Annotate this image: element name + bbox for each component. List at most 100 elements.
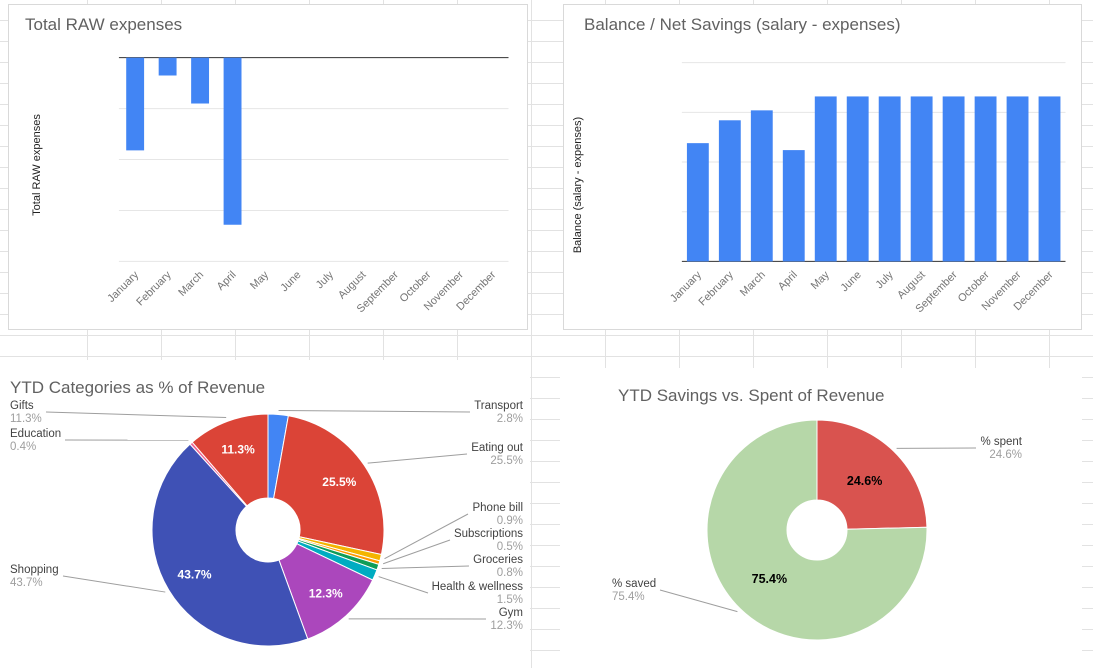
callout-gifts: Gifts 11.3% (10, 400, 42, 426)
callout-value: 0.8% (496, 567, 523, 579)
x-axis-label: May (809, 269, 832, 292)
callout-value: 1.5% (496, 594, 523, 606)
y-axis-title: Balance (salary - expenses) (572, 116, 584, 254)
callout-label: Shopping (10, 564, 59, 576)
bar-january[interactable] (686, 143, 709, 262)
slice-percent-label: 43.7% (178, 567, 212, 581)
callout-label: Health & wellness (431, 581, 523, 593)
callout-value: 11.3% (10, 413, 42, 425)
pie-slice-gifts[interactable] (191, 413, 269, 507)
callout-label: % saved (612, 578, 657, 590)
callout-line (382, 539, 451, 565)
bar-november[interactable] (1006, 96, 1029, 262)
callout-phone-bill: Phone bill 0.9% (472, 502, 523, 528)
bar-january[interactable] (126, 57, 145, 151)
chart-card-ytd-savings-vs-spent[interactable]: YTD Savings vs. Spent of Revenue 24.6% 75… (560, 368, 1082, 668)
bar-october[interactable] (974, 96, 997, 262)
pie-slice-shopping[interactable] (151, 443, 309, 647)
x-axis-label: April (776, 269, 800, 293)
callout-line (659, 589, 738, 613)
bar-february[interactable] (158, 57, 177, 76)
x-axis-label: June (839, 269, 864, 294)
callout-line (378, 576, 429, 594)
callout-groceries: Groceries 0.8% (473, 554, 523, 580)
callout-health-wellness: Health & wellness 1.5% (432, 581, 523, 607)
callout-value: 24.6% (989, 449, 1022, 461)
x-axis-label: July (874, 269, 897, 292)
callout-line (384, 513, 469, 560)
callout-value: 75.4% (612, 591, 645, 603)
bar-march[interactable] (750, 110, 773, 262)
callout-label: Groceries (473, 554, 523, 566)
bar-april[interactable] (223, 57, 242, 225)
callout-value: 12.3% (490, 620, 523, 632)
x-axis-label: April (215, 269, 239, 293)
pie-chart-ytd-savings-vs-spent[interactable]: 24.6% 75.4% (560, 368, 1082, 668)
callout-eating-out: Eating out 25.5% (471, 442, 523, 468)
callout-saved: % saved 75.4% (612, 578, 656, 604)
callout-value: 0.4% (10, 441, 37, 453)
callout-label: Gym (498, 607, 523, 619)
y-axis-title: Total RAW expenses (31, 114, 43, 216)
slice-percent-label: 75.4% (752, 572, 787, 586)
callout-label: Gifts (10, 400, 34, 412)
callout-value: 0.5% (496, 541, 523, 553)
bar-march[interactable] (191, 57, 210, 104)
bar-december[interactable] (1038, 96, 1061, 262)
slice-percent-label: 25.5% (322, 475, 356, 489)
slice-percent-label: 12.3% (309, 587, 343, 601)
pie-slice-gym[interactable] (278, 543, 374, 640)
pie-slice-eating-out[interactable] (273, 415, 385, 556)
callout-spent: % spent 24.6% (980, 436, 1022, 462)
chart-title: YTD Savings vs. Spent of Revenue (618, 386, 885, 405)
chart-card-ytd-categories[interactable]: YTD Categories as % of Revenue 25.5% 12.3… (0, 360, 530, 668)
callout-line (381, 565, 470, 569)
callout-line (367, 453, 468, 464)
callout-label: Transport (474, 400, 523, 412)
callout-line (62, 575, 166, 593)
bar-february[interactable] (718, 120, 741, 262)
x-axis-label: March (176, 269, 206, 299)
bar-may[interactable] (814, 96, 837, 262)
bar-april[interactable] (782, 150, 805, 262)
pie-slice-saved[interactable] (706, 419, 928, 641)
callout-label: Subscriptions (453, 528, 523, 540)
chart-title: YTD Categories as % of Revenue (10, 378, 266, 397)
callout-label: % spent (980, 436, 1022, 448)
pie-slice-spent[interactable] (816, 419, 928, 530)
slice-percent-label: 11.3% (221, 443, 255, 457)
callout-line (278, 409, 471, 413)
x-axis-label: July (314, 269, 337, 292)
callout-subscriptions: Subscriptions 0.5% (454, 528, 523, 554)
callout-value: 43.7% (10, 577, 43, 589)
bar-september[interactable] (942, 96, 965, 262)
chart-card-balance-net-savings[interactable]: Balance / Net Savings (salary - expenses… (563, 4, 1082, 330)
x-axis-label: March (738, 269, 768, 299)
x-axis-label: February (134, 269, 174, 309)
callout-transport: Transport 2.8% (474, 400, 523, 426)
callout-line (45, 411, 227, 419)
callout-shopping: Shopping 43.7% (10, 564, 59, 590)
callout-label: Eating out (471, 442, 523, 454)
bar-august[interactable] (910, 96, 933, 262)
chart-title: Balance / Net Savings (salary - expenses… (584, 15, 901, 34)
x-axis-label: June (278, 269, 303, 294)
x-axis-label: February (697, 269, 737, 309)
slice-percent-label: 24.6% (847, 474, 882, 488)
chart-title: Total RAW expenses (25, 15, 183, 34)
callout-label: Education (10, 428, 62, 440)
bar-june[interactable] (846, 96, 869, 262)
callout-education: Education 0.4% (10, 428, 61, 454)
pie-chart-ytd-categories[interactable]: 25.5% 12.3% 43.7% 11.3% (0, 360, 530, 668)
chart-card-total-raw-expenses[interactable]: Total RAW expenses Total RAW expenses Ja… (8, 4, 528, 330)
callout-value: 2.8% (496, 413, 523, 425)
callout-gym: Gym 12.3% (490, 607, 523, 633)
x-axis-label: May (248, 269, 271, 292)
callout-label: Phone bill (472, 502, 523, 514)
callout-value: 25.5% (490, 455, 523, 467)
callout-value: 0.9% (496, 515, 523, 527)
bar-july[interactable] (878, 96, 901, 262)
